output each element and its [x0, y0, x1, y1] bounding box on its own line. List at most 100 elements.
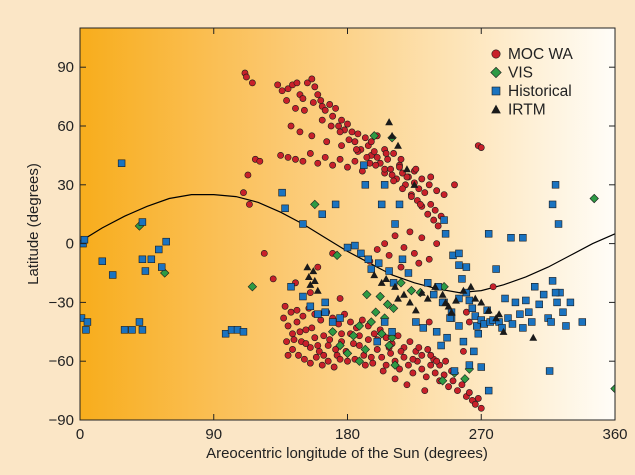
data-point	[434, 222, 442, 230]
data-point	[396, 278, 406, 288]
data-point	[460, 347, 467, 355]
data-point	[415, 259, 423, 267]
data-point	[318, 116, 326, 124]
data-point	[309, 99, 317, 106]
data-point	[559, 308, 567, 316]
data-point	[396, 365, 403, 373]
data-point	[508, 320, 517, 328]
data-point	[477, 298, 486, 306]
data-point	[539, 290, 548, 299]
legend-marker	[491, 86, 501, 96]
data-point	[369, 131, 379, 141]
data-point	[442, 357, 449, 365]
data-point	[320, 351, 328, 359]
subsolar-latitude-curve	[80, 194, 615, 294]
data-point	[419, 324, 428, 332]
y-tick-label: −90	[49, 412, 74, 429]
series-moc-wa	[240, 69, 497, 412]
data-point	[370, 148, 378, 155]
data-point	[400, 244, 408, 251]
data-point	[381, 240, 389, 247]
data-point	[358, 316, 366, 324]
data-point	[522, 296, 530, 305]
data-point	[299, 312, 307, 320]
data-point	[348, 128, 356, 136]
data-point	[373, 246, 381, 253]
data-point	[388, 131, 396, 139]
data-point	[427, 361, 435, 369]
data-point	[370, 271, 379, 279]
data-point	[394, 141, 402, 149]
legend-label: Historical	[508, 83, 572, 100]
data-point	[445, 383, 452, 391]
data-point	[465, 389, 473, 396]
data-point	[299, 292, 307, 301]
data-point	[344, 163, 351, 171]
data-point	[327, 327, 338, 337]
data-point	[385, 118, 394, 126]
data-point	[433, 240, 441, 247]
data-point	[396, 163, 403, 171]
y-tick-label: −60	[49, 353, 74, 370]
data-point	[421, 387, 429, 394]
data-point	[373, 337, 381, 346]
data-point	[444, 302, 453, 310]
data-point	[311, 334, 319, 342]
data-point	[343, 243, 352, 252]
data-point	[350, 340, 357, 347]
data-point	[511, 298, 520, 307]
data-point	[433, 357, 441, 365]
data-point	[293, 79, 301, 87]
data-point	[342, 348, 353, 359]
data-point	[306, 302, 315, 311]
data-point	[338, 142, 345, 149]
data-point	[397, 347, 405, 355]
data-point	[462, 308, 470, 316]
data-point	[418, 175, 426, 183]
data-point	[278, 87, 286, 95]
data-point	[354, 130, 362, 138]
data-point	[410, 249, 418, 257]
data-point	[397, 263, 405, 271]
data-point	[422, 373, 430, 381]
data-point	[332, 250, 342, 261]
data-point	[484, 306, 493, 314]
data-point	[379, 367, 387, 375]
data-point	[351, 157, 359, 165]
data-point	[306, 359, 314, 367]
data-point	[321, 106, 329, 114]
data-point	[366, 159, 374, 167]
series-irtm	[303, 118, 538, 341]
data-point	[437, 341, 445, 350]
data-point	[308, 75, 316, 83]
data-point	[417, 288, 426, 296]
data-point	[335, 122, 342, 130]
data-point	[317, 97, 325, 104]
data-point	[424, 346, 432, 353]
data-point	[308, 132, 316, 140]
legend-marker	[491, 49, 501, 59]
data-point	[387, 349, 394, 357]
data-point	[351, 241, 359, 250]
data-point	[391, 282, 399, 290]
data-point	[332, 104, 340, 112]
data-point	[289, 330, 296, 338]
data-point	[545, 367, 554, 375]
data-point	[260, 249, 268, 257]
data-point	[281, 204, 289, 213]
data-point	[409, 369, 417, 377]
data-point	[437, 376, 448, 386]
data-point	[474, 395, 482, 402]
data-point	[135, 318, 144, 326]
data-point	[246, 200, 253, 208]
data-point	[455, 322, 463, 330]
data-point	[387, 333, 397, 343]
y-tick-label: 30	[57, 177, 74, 194]
data-point	[306, 150, 314, 157]
data-point	[108, 271, 117, 279]
series-historical	[80, 159, 587, 395]
data-point	[292, 104, 299, 112]
data-point	[338, 330, 345, 338]
data-point	[529, 333, 538, 341]
